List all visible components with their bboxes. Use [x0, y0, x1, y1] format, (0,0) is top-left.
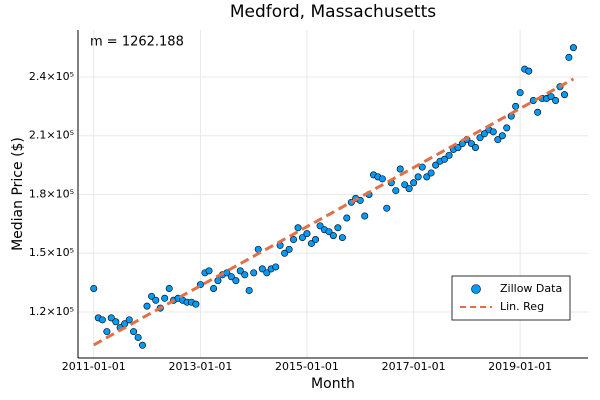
y-tick-label: 1.5×10⁵: [29, 246, 74, 259]
data-point: [378, 175, 386, 183]
data-point: [503, 124, 511, 132]
data-point: [98, 316, 106, 324]
data-point: [334, 224, 342, 232]
data-point: [236, 267, 244, 275]
data-point: [294, 224, 302, 232]
x-axis-label: Month: [311, 376, 355, 392]
x-tick-label: 2015-01-01: [275, 360, 339, 373]
data-point: [565, 53, 573, 61]
data-point: [130, 328, 138, 336]
data-point: [272, 263, 280, 271]
data-point: [396, 165, 404, 173]
data-point: [143, 302, 151, 310]
data-point: [343, 214, 351, 222]
data-point: [325, 228, 333, 236]
data-point: [316, 222, 324, 230]
data-point: [227, 273, 235, 281]
data-point: [232, 277, 240, 285]
data-point: [329, 232, 337, 240]
data-point: [392, 187, 400, 195]
data-point: [148, 292, 156, 300]
data-point: [445, 151, 453, 159]
data-point: [432, 161, 440, 169]
data-point: [90, 284, 98, 292]
data-point: [285, 245, 293, 253]
data-point: [205, 267, 213, 275]
y-tick-label: 2.1×10⁵: [29, 129, 74, 142]
data-point: [361, 212, 369, 220]
data-point: [547, 93, 555, 101]
y-tick-label: 1.8×10⁵: [29, 187, 74, 200]
data-point: [494, 136, 502, 144]
data-point: [165, 284, 173, 292]
data-point: [414, 173, 422, 181]
data-point: [303, 230, 311, 238]
data-point: [423, 173, 431, 181]
data-point: [516, 89, 524, 97]
annotation: m = 1262.188: [90, 35, 184, 50]
data-point: [112, 318, 120, 326]
data-point: [103, 328, 111, 336]
x-tick-label: 2017-01-01: [382, 360, 446, 373]
y-tick-label: 2.4×10⁵: [29, 70, 74, 83]
y-tick-label: 1.2×10⁵: [29, 305, 74, 318]
data-point: [454, 143, 462, 151]
data-point: [471, 143, 479, 151]
chart-title: Medford, Massachusetts: [230, 2, 436, 22]
data-point: [312, 236, 320, 244]
data-point: [125, 316, 133, 324]
data-point: [250, 269, 258, 277]
data-point: [138, 341, 146, 349]
data-point: [214, 277, 222, 285]
data-point: [338, 234, 346, 242]
data-point: [512, 102, 520, 110]
data-point: [410, 179, 418, 187]
legend-label: Zillow Data: [500, 282, 562, 295]
data-point: [476, 134, 484, 142]
data-point: [441, 155, 449, 163]
data-point: [561, 91, 569, 99]
data-point: [298, 234, 306, 242]
data-point: [405, 185, 413, 193]
legend-symbol: [471, 284, 481, 294]
data-point: [498, 132, 506, 140]
data-point: [489, 128, 497, 136]
regression-line: [93, 77, 575, 347]
data-point: [161, 294, 169, 302]
data-point: [401, 181, 409, 189]
data-point: [258, 265, 266, 273]
data-point: [210, 284, 218, 292]
data-point: [107, 314, 115, 322]
x-tick-label: 2019-01-01: [488, 360, 552, 373]
data-point: [281, 249, 289, 257]
data-point: [552, 96, 560, 104]
data-point: [192, 300, 200, 308]
data-point: [241, 271, 249, 279]
data-point: [383, 204, 391, 212]
y-axis-label: Median Price ($): [10, 137, 26, 251]
data-point: [427, 169, 435, 177]
data-point: [134, 333, 142, 341]
data-point: [525, 67, 533, 75]
data-point: [480, 130, 488, 138]
legend-label: Lin. Reg: [500, 300, 544, 313]
data-point: [418, 163, 426, 171]
x-tick-label: 2011-01-01: [62, 360, 126, 373]
data-point: [263, 269, 271, 277]
data-point: [290, 236, 298, 244]
x-tick-label: 2013-01-01: [168, 360, 232, 373]
data-point: [245, 286, 253, 294]
data-point: [569, 44, 577, 52]
data-point: [534, 108, 542, 116]
data-point: [254, 245, 262, 253]
data-point: [152, 296, 160, 304]
legend-box: [451, 275, 571, 321]
